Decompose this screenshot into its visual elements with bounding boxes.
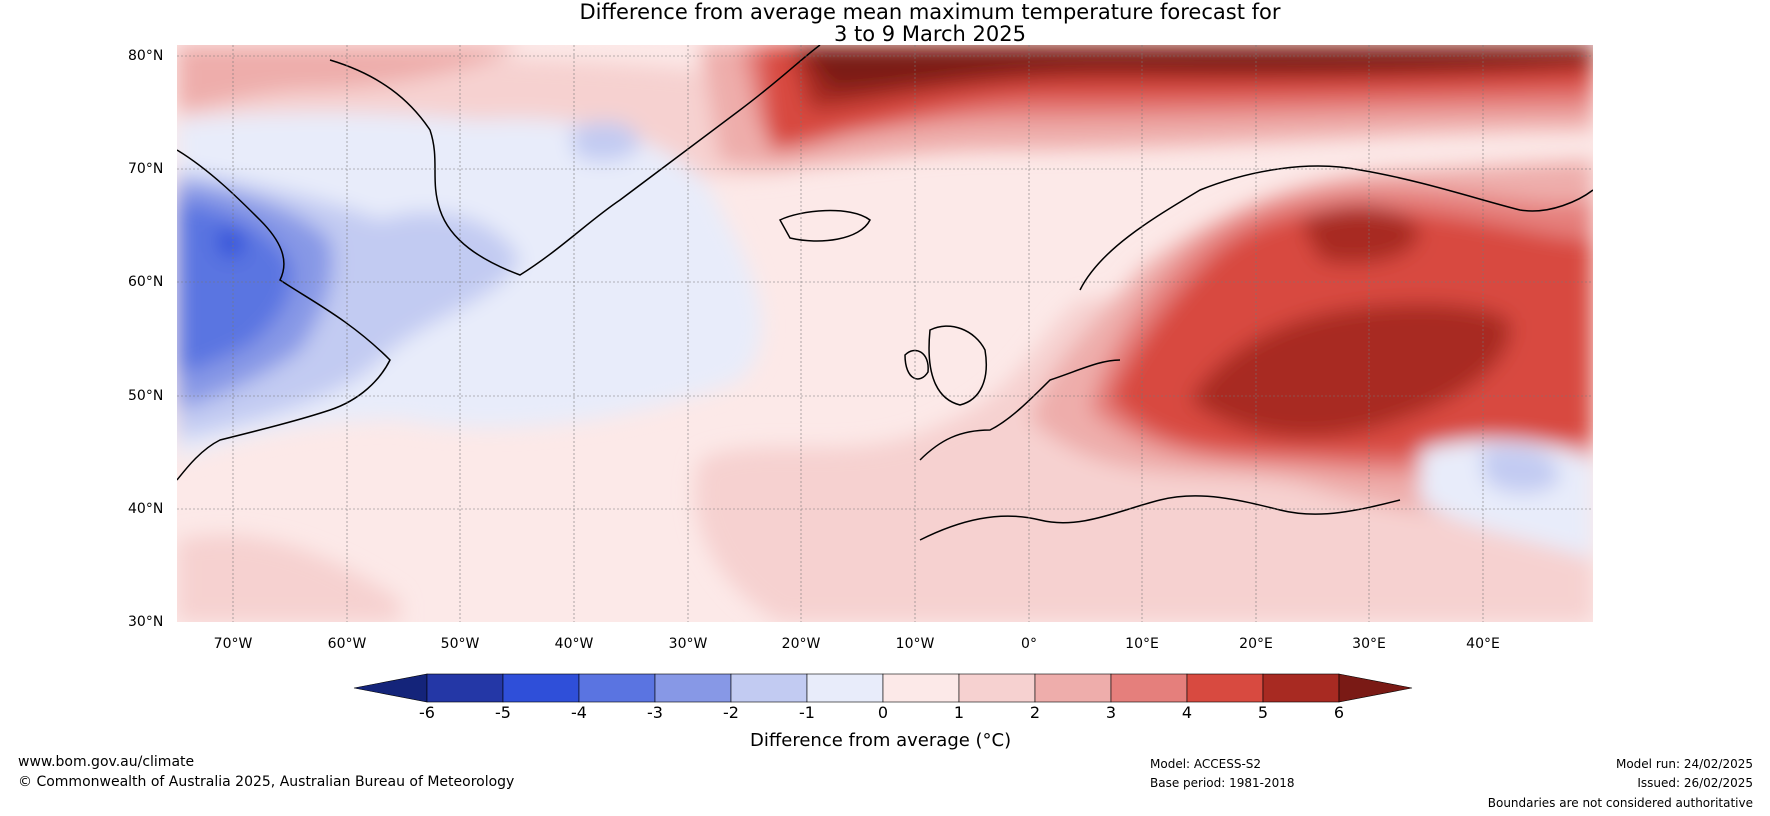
- colorbar-tick-label: 5: [1257, 703, 1269, 722]
- colorbar-extend-low: [353, 673, 428, 703]
- colorbar-tick-label: 3: [1105, 703, 1117, 722]
- colorbar-segment: [426, 673, 504, 703]
- anomaly-field: [177, 45, 1593, 622]
- anomaly-neg3-neg4: [177, 200, 293, 375]
- colorbar-segment: [654, 673, 732, 703]
- colorbar-tick-label: 2: [1029, 703, 1041, 722]
- lat-label-80n: 80°N: [128, 48, 164, 64]
- lon-label-60w: 60°W: [327, 636, 367, 652]
- anomaly-5-6-central-europe: [1190, 303, 1512, 438]
- colorbar-tick-label: -2: [723, 703, 739, 722]
- lon-label-40e: 40°E: [1466, 636, 1500, 652]
- colorbar-tick-label: -5: [495, 703, 511, 722]
- footer-base-period: Base period: 1981-2018: [1150, 776, 1295, 790]
- chart-title-line2: 3 to 9 March 2025: [834, 22, 1026, 46]
- lat-label-70n: 70°N: [128, 161, 164, 177]
- lat-label-60n: 60°N: [128, 274, 164, 290]
- lon-label-10w: 10°W: [895, 636, 935, 652]
- coastlines: [177, 45, 1593, 541]
- footer-model-run: Model run: 24/02/2025: [1615, 757, 1753, 771]
- footer-model: Model: ACCESS-S2: [1150, 757, 1262, 771]
- colorbar-segment: [1186, 673, 1264, 703]
- colorbar-tick-label: -3: [647, 703, 663, 722]
- coastline-britain: [928, 325, 987, 406]
- footer-issued: Issued: 26/02/2025: [1637, 776, 1753, 790]
- coastline-iceland: [778, 209, 871, 242]
- anomaly-2-3-nw: [177, 45, 520, 110]
- lon-label-30e: 30°E: [1352, 636, 1386, 652]
- lat-label-40n: 40°N: [128, 501, 164, 517]
- colorbar-segment: [1262, 673, 1340, 703]
- colorbar-segment: [578, 673, 656, 703]
- lon-label-20w: 20°W: [781, 636, 821, 652]
- colorbar-segment: [730, 673, 808, 703]
- colorbar-tick-label: -1: [799, 703, 815, 722]
- anomaly-neg4-neg5: [217, 229, 244, 258]
- lon-label-0: 0°: [1021, 636, 1037, 652]
- anomaly-neg1-neg2-caspian: [1480, 446, 1560, 494]
- colorbar-extend-high: [1338, 673, 1413, 703]
- colorbar-segment: [1034, 673, 1112, 703]
- anomaly-5-6-scandinavia: [1300, 206, 1420, 264]
- coastline-ireland: [904, 349, 929, 380]
- lat-label-30n: 30°N: [128, 614, 164, 630]
- gridlines: [177, 45, 1593, 622]
- colorbar-segment: [502, 673, 580, 703]
- colorbar-title: Difference from average (°C): [750, 730, 1012, 751]
- colorbar-tick-label: -4: [571, 703, 587, 722]
- lat-label-50n: 50°N: [128, 388, 164, 404]
- lon-label-10e: 10°E: [1125, 636, 1159, 652]
- colorbar-tick-label: 0: [877, 703, 889, 722]
- colorbar-segment: [1110, 673, 1188, 703]
- coastline-canada: [177, 149, 391, 481]
- footer-disclaimer: Boundaries are not considered authoritat…: [1487, 796, 1753, 810]
- coastline-scandinavia: [1079, 165, 1593, 291]
- colorbar-segment: [958, 673, 1036, 703]
- coastline-europe: [919, 359, 1401, 541]
- lon-label-30w: 30°W: [668, 636, 708, 652]
- colorbar-segment: [806, 673, 884, 703]
- coastline-greenland: [329, 45, 821, 276]
- lon-label-70w: 70°W: [213, 636, 253, 652]
- colorbar-segment: [882, 673, 960, 703]
- chart-title-line1: Difference from average mean maximum tem…: [579, 0, 1281, 24]
- lon-label-40w: 40°W: [554, 636, 594, 652]
- footer-url[interactable]: www.bom.gov.au/climate: [18, 754, 195, 770]
- colorbar-tick-label: -6: [419, 703, 435, 722]
- anomaly-neg1-neg2-greenland: [570, 121, 640, 162]
- colorbar-tick-label: 4: [1181, 703, 1193, 722]
- colorbar: [353, 673, 1413, 703]
- footer-copyright: © Commonwealth of Australia 2025, Austra…: [18, 774, 515, 790]
- colorbar-tick-label: 6: [1333, 703, 1345, 722]
- colorbar-tick-label: 1: [953, 703, 965, 722]
- anomaly-1-2-south: [177, 534, 400, 622]
- lon-label-20e: 20°E: [1239, 636, 1273, 652]
- lon-label-50w: 50°W: [440, 636, 480, 652]
